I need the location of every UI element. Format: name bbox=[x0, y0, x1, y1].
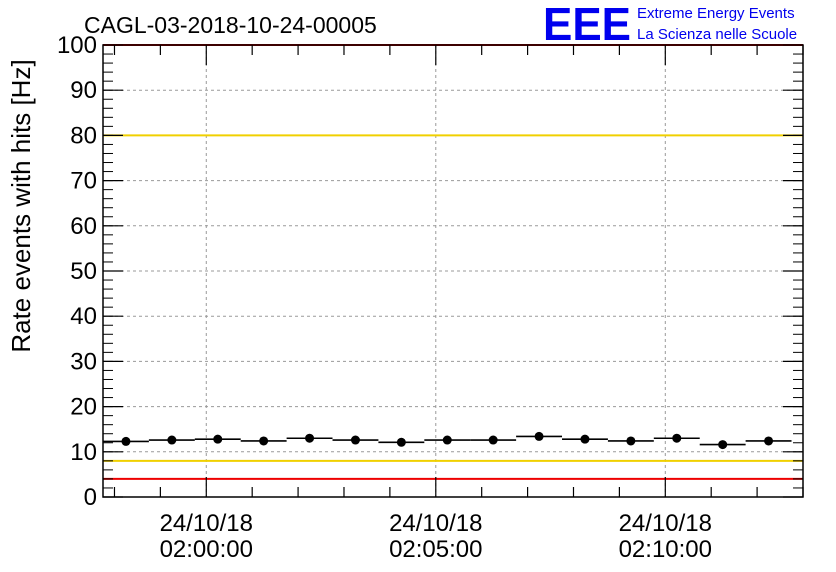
data-point bbox=[213, 434, 223, 444]
chart-title: CAGL-03-2018-10-24-00005 bbox=[84, 12, 377, 38]
data-point bbox=[396, 437, 406, 447]
y-tick-label: 40 bbox=[70, 303, 97, 330]
x-tick-label-time: 02:00:00 bbox=[160, 536, 253, 563]
y-tick-labels: 0 10 20 30 40 50 60 70 80 90 100 bbox=[57, 32, 97, 511]
y-tick-label: 80 bbox=[70, 122, 97, 149]
x-tick-labels: 24/10/1802:00:0024/10/1802:05:0024/10/18… bbox=[160, 510, 712, 563]
data-point bbox=[626, 436, 636, 446]
y-tick-label: 30 bbox=[70, 348, 97, 375]
y-tick-label: 90 bbox=[70, 77, 97, 104]
y-tick-label: 10 bbox=[70, 439, 97, 466]
x-tick-label-date: 24/10/18 bbox=[619, 510, 712, 537]
data-point bbox=[442, 435, 452, 445]
x-tick-label-time: 02:05:00 bbox=[389, 536, 482, 563]
data-point bbox=[718, 440, 728, 450]
data-point bbox=[305, 433, 315, 443]
eee-logo-mark: EEE bbox=[543, 0, 631, 50]
data-point bbox=[534, 431, 544, 441]
x-tick-label-time: 02:10:00 bbox=[619, 536, 712, 563]
data-point bbox=[488, 435, 498, 445]
data-point bbox=[259, 436, 269, 446]
eee-logo: EEE Extreme Energy Events La Scienza nel… bbox=[543, 0, 797, 50]
y-tick-label: 100 bbox=[57, 32, 97, 59]
y-tick-label: 20 bbox=[70, 394, 97, 421]
y-tick-label: 70 bbox=[70, 168, 97, 195]
axis-ticks bbox=[103, 44, 804, 498]
data-series bbox=[103, 431, 792, 450]
y-axis-label: Rate events with hits [Hz] bbox=[6, 59, 36, 352]
y-tick-label: 0 bbox=[84, 484, 97, 511]
eee-logo-line1: Extreme Energy Events bbox=[637, 5, 795, 22]
x-tick-label-date: 24/10/18 bbox=[160, 510, 253, 537]
y-tick-label: 50 bbox=[70, 258, 97, 285]
data-point bbox=[350, 435, 360, 445]
y-tick-label: 60 bbox=[70, 213, 97, 240]
data-point bbox=[167, 435, 177, 445]
data-point bbox=[121, 436, 131, 446]
data-point bbox=[672, 433, 682, 443]
eee-logo-line2: La Scienza nelle Scuole bbox=[637, 26, 797, 43]
plot-frame bbox=[102, 44, 804, 498]
data-point bbox=[580, 434, 590, 444]
data-point bbox=[764, 436, 774, 446]
x-tick-label-date: 24/10/18 bbox=[389, 510, 482, 537]
